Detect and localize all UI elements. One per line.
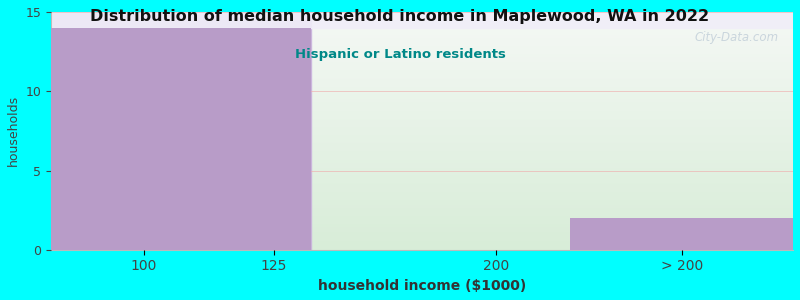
- X-axis label: household income ($1000): household income ($1000): [318, 279, 526, 293]
- Bar: [51, 12, 793, 28]
- Text: Distribution of median household income in Maplewood, WA in 2022: Distribution of median household income …: [90, 9, 710, 24]
- Text: Hispanic or Latino residents: Hispanic or Latino residents: [294, 48, 506, 61]
- Bar: [237, 28, 310, 250]
- Y-axis label: households: households: [7, 95, 20, 166]
- Bar: [570, 218, 793, 250]
- Bar: [51, 28, 237, 250]
- Bar: [51, 12, 310, 250]
- Text: City-Data.com: City-Data.com: [694, 31, 778, 44]
